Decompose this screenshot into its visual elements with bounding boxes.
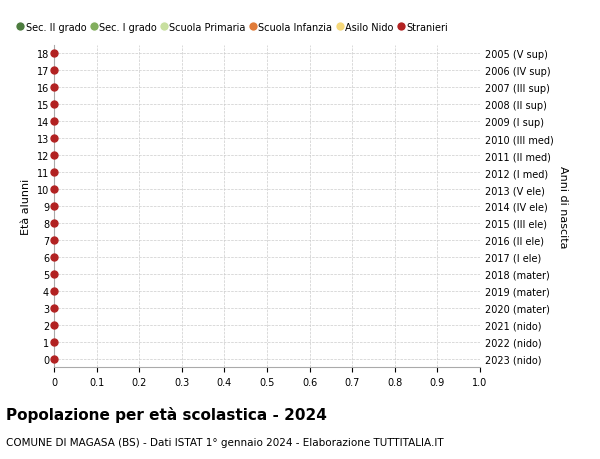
Text: COMUNE DI MAGASA (BS) - Dati ISTAT 1° gennaio 2024 - Elaborazione TUTTITALIA.IT: COMUNE DI MAGASA (BS) - Dati ISTAT 1° ge… xyxy=(6,437,443,447)
Legend: Sec. II grado, Sec. I grado, Scuola Primaria, Scuola Infanzia, Asilo Nido, Stran: Sec. II grado, Sec. I grado, Scuola Prim… xyxy=(14,19,452,36)
Text: Popolazione per età scolastica - 2024: Popolazione per età scolastica - 2024 xyxy=(6,406,327,422)
Y-axis label: Anni di nascita: Anni di nascita xyxy=(557,165,568,248)
Y-axis label: Età alunni: Età alunni xyxy=(21,179,31,235)
